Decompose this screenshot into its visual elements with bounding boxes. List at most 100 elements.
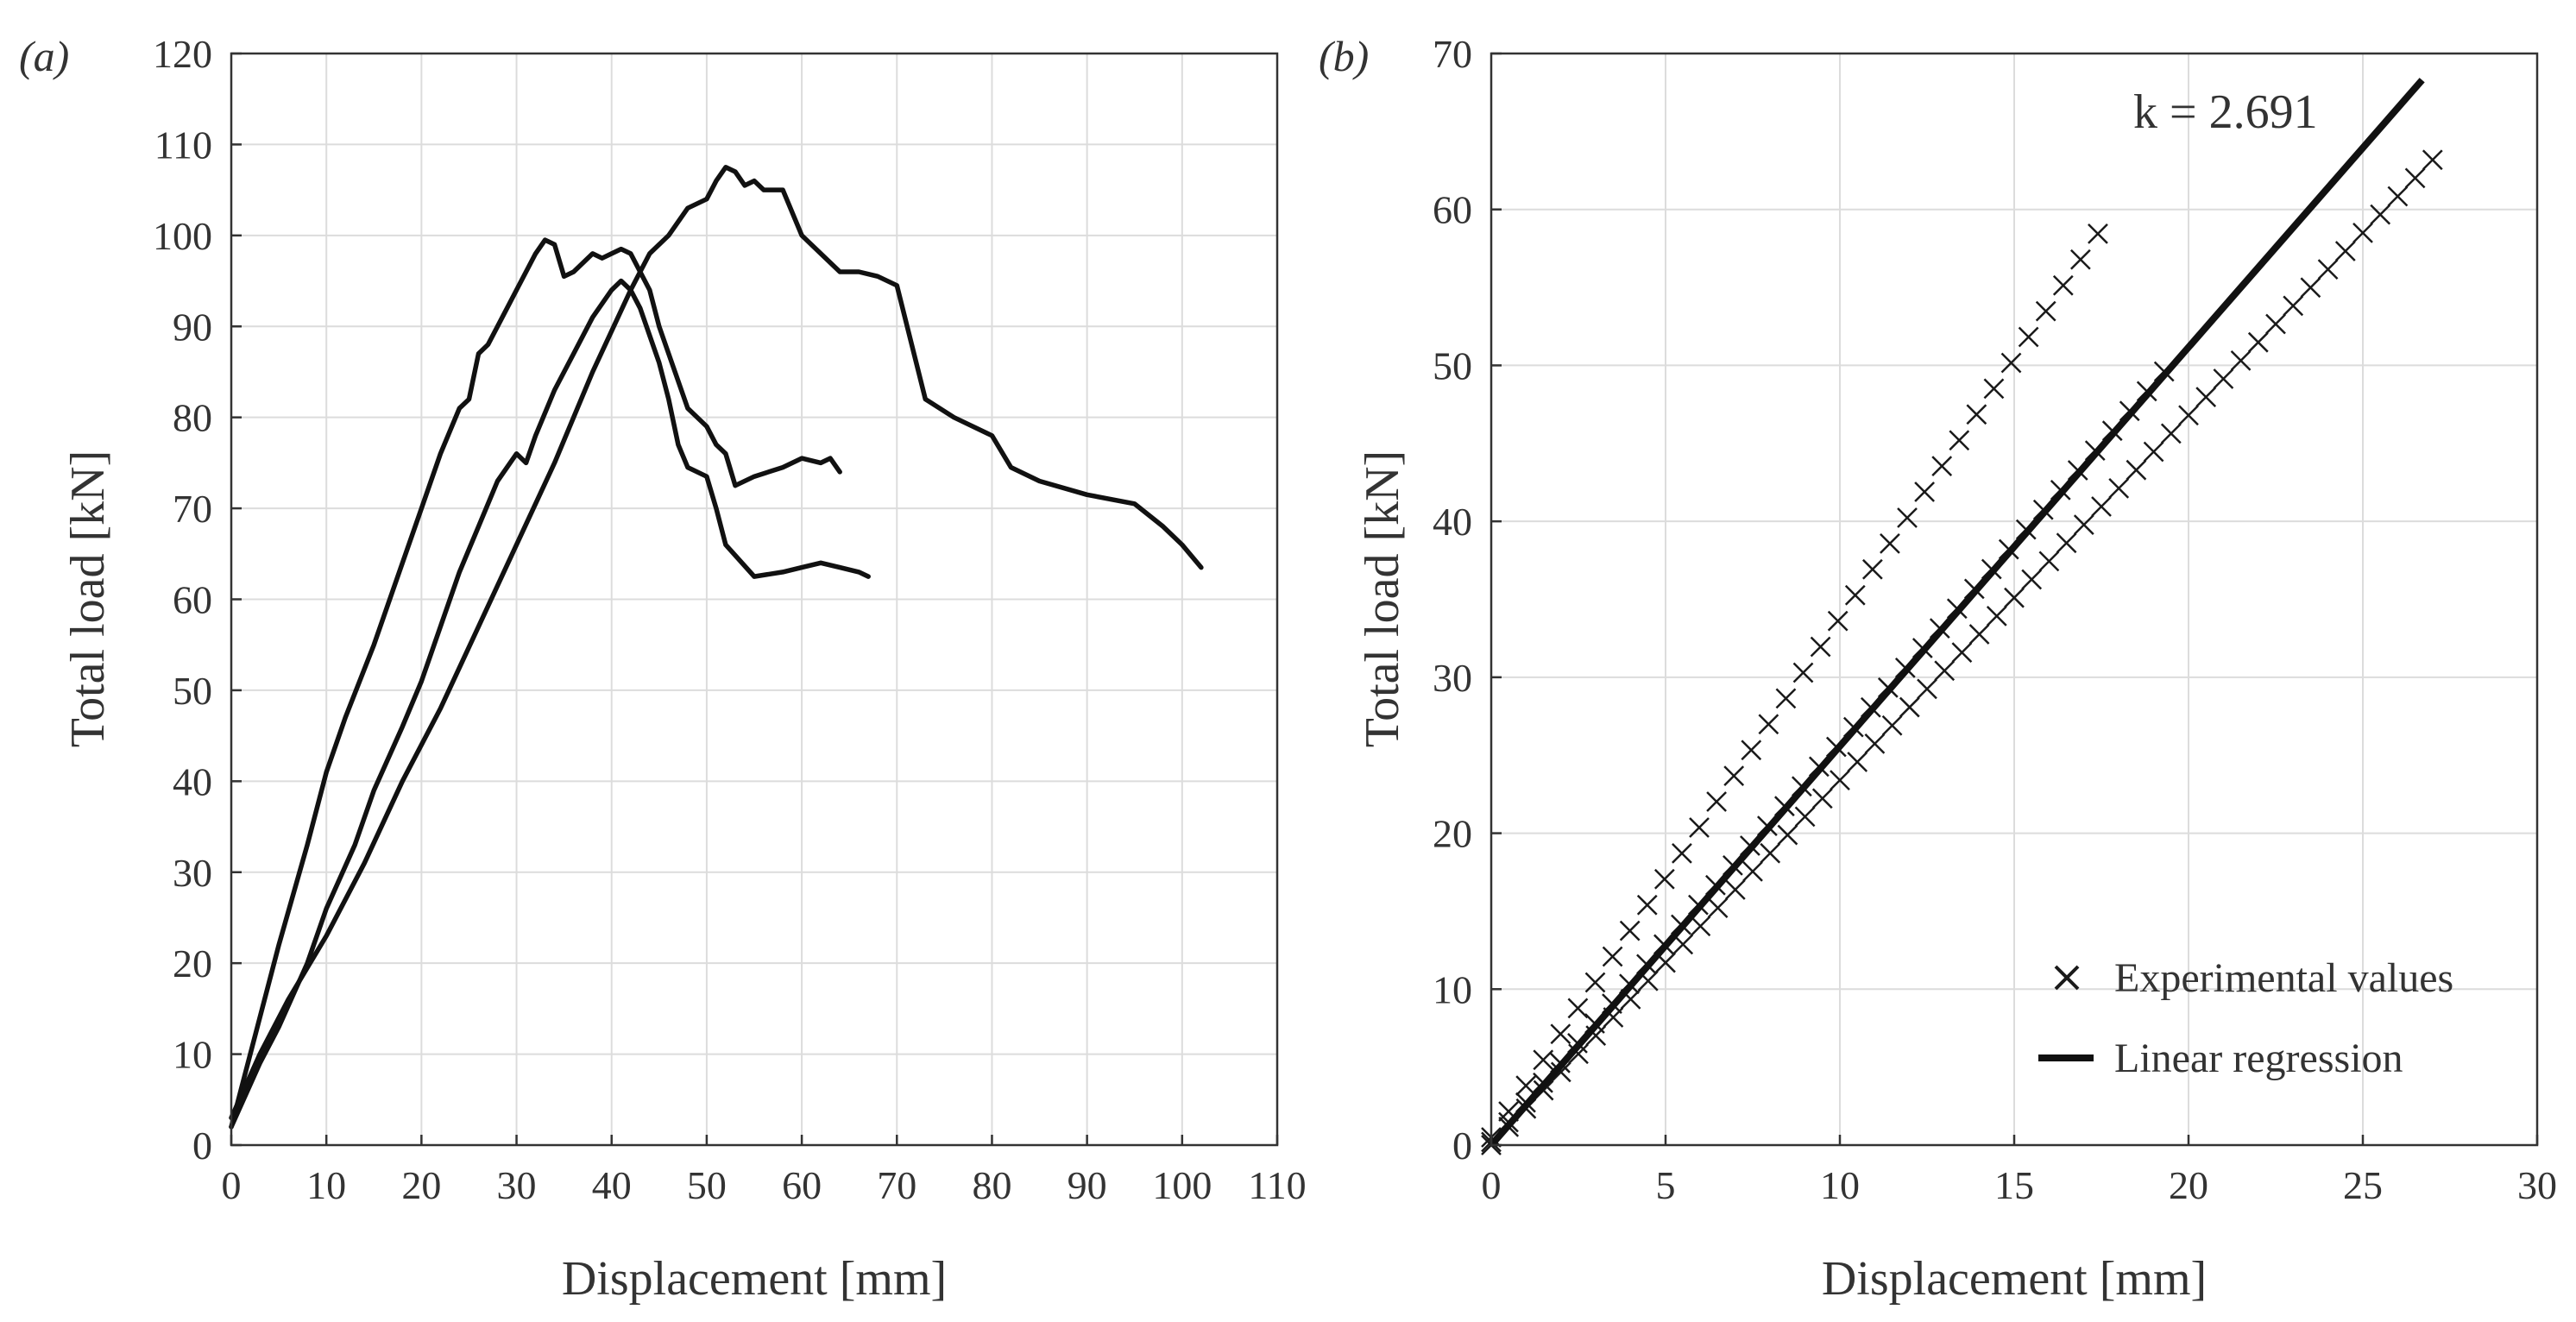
experimental-point bbox=[2178, 405, 2199, 426]
experimental-point bbox=[1966, 404, 1987, 425]
experimental-point bbox=[2195, 387, 2217, 407]
panel-0-y-tick-label: 40 bbox=[173, 759, 212, 803]
experimental-point bbox=[2021, 569, 2043, 590]
panel-1-x-tick-label: 20 bbox=[2169, 1163, 2208, 1207]
experimental-point bbox=[1880, 532, 1900, 554]
experimental-point bbox=[1810, 636, 1831, 658]
experimental-point bbox=[2404, 167, 2426, 189]
experimental-point bbox=[1672, 842, 1692, 864]
experimental-point bbox=[1689, 817, 1710, 838]
panel-a-x-axis-label: Displacement [mm] bbox=[562, 1252, 947, 1306]
experimental-point bbox=[2422, 149, 2443, 171]
experimental-point bbox=[2069, 249, 2091, 270]
panel-0-y-tick-label: 20 bbox=[173, 941, 212, 985]
experimental-point bbox=[2052, 274, 2074, 296]
panel-1-y-tick-label: 30 bbox=[1433, 656, 1472, 700]
experimental-point bbox=[1515, 1075, 1537, 1097]
experimental-point bbox=[1844, 584, 1866, 606]
experimental-point bbox=[2265, 313, 2286, 335]
experimental-point bbox=[2230, 349, 2252, 371]
experimental-point bbox=[1707, 897, 1729, 919]
experimental-point bbox=[1775, 688, 1797, 709]
experimental-point bbox=[1550, 1023, 1571, 1045]
panel-0-y-tick-label: 30 bbox=[173, 851, 212, 895]
legend-label-experimental: Experimental values bbox=[2114, 955, 2453, 1001]
experimental-point bbox=[1861, 558, 1883, 580]
legend-marker-experimental bbox=[2054, 965, 2080, 991]
panel-0-x-tick-label: 40 bbox=[592, 1163, 632, 1207]
panel-a-y-axis-label: Total load [kN] bbox=[61, 450, 115, 747]
experimental-point bbox=[2283, 295, 2304, 317]
panel-0-y-tick-label: 90 bbox=[173, 305, 212, 349]
experimental-point bbox=[1619, 920, 1641, 941]
experimental-point bbox=[2108, 477, 2130, 499]
panel-1-y-tick-label: 50 bbox=[1433, 343, 1472, 387]
panel-0-x-tick-label: 70 bbox=[877, 1163, 916, 1207]
panel-b-series bbox=[1481, 78, 2443, 1155]
experimental-point bbox=[2247, 331, 2269, 353]
experimental-point bbox=[2370, 204, 2391, 225]
experimental-point bbox=[2073, 514, 2094, 536]
panel-0-y-tick-label: 10 bbox=[173, 1033, 212, 1077]
experimental-point bbox=[2317, 259, 2339, 280]
experimental-point bbox=[2018, 326, 2039, 348]
experimental-point bbox=[1951, 642, 1973, 664]
panel-b-label: (b) bbox=[1319, 32, 1369, 80]
experimental-point bbox=[2088, 223, 2108, 244]
regression-slope-annotation: k = 2.691 bbox=[2133, 85, 2318, 139]
experimental-point bbox=[1897, 507, 1918, 528]
legend-label-regression: Linear regression bbox=[2114, 1036, 2403, 1081]
panel-0-y-tick-label: 100 bbox=[153, 214, 212, 258]
panel-1-x-tick-label: 10 bbox=[1820, 1163, 1860, 1207]
experimental-point bbox=[2334, 241, 2356, 261]
experimental-point bbox=[1847, 752, 1868, 772]
experimental-point bbox=[1533, 1049, 1554, 1071]
experimental-point bbox=[1567, 998, 1589, 1019]
experimental-point bbox=[1724, 879, 1746, 900]
experimental-point bbox=[2300, 277, 2321, 299]
experimental-point bbox=[1653, 868, 1675, 890]
panel-1-x-tick-label: 25 bbox=[2343, 1163, 2383, 1207]
panel-a-series-2-line bbox=[229, 278, 871, 1130]
experimental-point bbox=[2056, 532, 2077, 554]
panel-1-y-tick-label: 10 bbox=[1433, 967, 1472, 1011]
experimental-point bbox=[1931, 456, 1953, 477]
panel-1-y-tick-label: 40 bbox=[1433, 500, 1472, 544]
panel-0-x-tick-label: 50 bbox=[687, 1163, 727, 1207]
experimental-point bbox=[1723, 765, 1745, 787]
panel-0-y-tick-label: 50 bbox=[173, 669, 212, 713]
panel-0-y-tick-label: 110 bbox=[154, 123, 212, 167]
panel-0-y-tick-label: 0 bbox=[192, 1124, 212, 1168]
panel-1-x-tick-label: 0 bbox=[1482, 1163, 1502, 1207]
experimental-point bbox=[1827, 610, 1849, 632]
experimental-point bbox=[1830, 770, 1850, 791]
panel-0-y-tick-label: 80 bbox=[173, 396, 212, 440]
panel-b-scatter-chart: 0 5 10 15 20 25 30 0 10 20 30 40 50 60 70 (b) Displace… bbox=[1319, 32, 2557, 1306]
panel-0-x-tick-label: 90 bbox=[1068, 1163, 1107, 1207]
experimental-point bbox=[1881, 715, 1903, 736]
panel-a-label: (a) bbox=[19, 32, 69, 80]
experimental-point bbox=[1968, 624, 1990, 645]
experimental-point bbox=[1550, 1061, 1571, 1083]
panel-0-x-tick-label: 80 bbox=[972, 1163, 1011, 1207]
experimental-point bbox=[1602, 946, 1623, 967]
panel-a-series-1-line bbox=[229, 237, 842, 1130]
panel-b-x-axis-label: Displacement [mm] bbox=[1822, 1252, 2207, 1306]
panel-a-ticks: 0 10 20 30 40 50 60 70 80 90 100 110 0 10 20 30 40 50 60 70… bbox=[153, 32, 1307, 1207]
experimental-point bbox=[1917, 678, 1937, 700]
panel-0-y-tick-label: 70 bbox=[173, 487, 212, 531]
experimental-point bbox=[1690, 916, 1711, 937]
experimental-point bbox=[2160, 423, 2182, 444]
panel-1-y-tick-label: 20 bbox=[1433, 812, 1472, 856]
experimental-point bbox=[2038, 551, 2060, 572]
experimental-point bbox=[2004, 587, 2025, 608]
experimental-point bbox=[1584, 972, 1606, 993]
panel-1-y-tick-label: 70 bbox=[1433, 32, 1472, 76]
experimental-point bbox=[1934, 660, 1956, 682]
experimental-point bbox=[1986, 605, 2007, 626]
experimental-point bbox=[1899, 696, 1920, 718]
panel-0-x-tick-label: 100 bbox=[1152, 1163, 1212, 1207]
panel-0-x-tick-label: 60 bbox=[782, 1163, 822, 1207]
panel-1-x-tick-label: 5 bbox=[1656, 1163, 1676, 1207]
panel-0-x-tick-label: 110 bbox=[1248, 1163, 1306, 1207]
